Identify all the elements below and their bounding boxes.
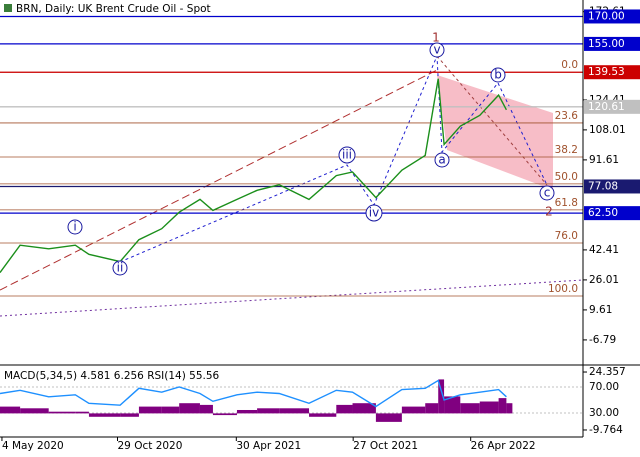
macd-bar [199, 404, 213, 414]
level-box [584, 179, 640, 194]
macd-bar [20, 408, 49, 414]
level-box [584, 9, 640, 24]
macd-bar [506, 403, 513, 414]
macd-bar [48, 411, 76, 414]
y-tick-label: 108.01 [589, 124, 626, 136]
level-label: 170.00 [588, 10, 625, 22]
y2-tick-label: 70.00 [589, 381, 619, 393]
wave-circle [434, 152, 450, 168]
fib-label: 0.0 [561, 59, 578, 71]
wave-labels: i ii iii iv v a b c 1 2 [67, 31, 555, 276]
x-tick-label: 30 Apr 2021 [236, 440, 301, 452]
macd-bar [460, 403, 480, 414]
macd-bar [0, 406, 21, 414]
level-box [584, 99, 640, 114]
macd-bar [352, 403, 376, 414]
macd-bar [75, 411, 89, 414]
level-label: 77.08 [588, 180, 618, 192]
fib-label: 38.2 [555, 144, 578, 156]
y-tick-label: 24.357 [589, 366, 626, 378]
y-tick-label: 26.01 [589, 274, 619, 286]
y-tick-label: 42.41 [589, 244, 619, 256]
wave-circle [365, 204, 383, 222]
macd-bar [401, 406, 426, 414]
wave-path [436, 55, 548, 186]
x-tick-label: 4 May 2020 [2, 440, 64, 452]
projections [0, 15, 584, 317]
wave-label: i [73, 220, 76, 234]
macd-bar [336, 404, 353, 414]
macd-bar [498, 398, 507, 414]
trend-line [0, 279, 584, 317]
y2-tick-label: 30.00 [589, 407, 619, 419]
fib-label: 23.6 [555, 110, 579, 122]
fib-label: 50.0 [555, 171, 578, 183]
wave-label: iv [369, 206, 379, 220]
wave-label: b [494, 68, 502, 82]
x-tick-label: 26 Apr 2022 [471, 440, 536, 452]
panel-title: MACD(5,34,5) 4.581 6.256 RSI(14) 55.56 [4, 370, 220, 382]
wave-label: v [433, 43, 440, 57]
macd-bar [425, 403, 439, 414]
x-tick-label: 27 Oct 2021 [353, 440, 418, 452]
macd-bar [138, 406, 162, 414]
fib-label: 76.0 [555, 230, 578, 242]
y-tick-label: 9.61 [589, 304, 612, 316]
macd-bar [161, 406, 180, 414]
macd-bar [279, 408, 310, 414]
level-box [584, 206, 640, 221]
macd-bar [257, 408, 280, 414]
wave-label: c [544, 186, 551, 200]
chart-title: BRN, Daily: UK Brent Crude Oil - Spot [16, 3, 211, 15]
macd-bar [88, 413, 121, 417]
y-tick-label: -6.79 [589, 334, 616, 346]
wave-circle [338, 146, 356, 164]
channel [437, 75, 553, 190]
level-label: 155.00 [588, 38, 625, 50]
price-line [0, 78, 508, 274]
icon [4, 4, 12, 12]
wave-circle [112, 260, 128, 276]
macd-bar [179, 403, 200, 414]
fib-label: 100.0 [548, 283, 578, 295]
wave-label: ii [117, 261, 124, 275]
level-box [584, 65, 640, 80]
x-tick-label: 29 Oct 2020 [118, 440, 183, 452]
trend-line [0, 69, 438, 291]
wave-circle [539, 185, 555, 201]
wave-label: 2 [545, 205, 553, 219]
level-label: 62.50 [588, 207, 618, 219]
level-label: 139.53 [588, 66, 625, 78]
macd-bar [375, 413, 402, 422]
wave-label: iii [342, 148, 352, 162]
wave-circle [67, 219, 83, 235]
fib-label: 61.8 [555, 197, 578, 209]
level-label: 120.61 [588, 101, 625, 113]
macd-bar [120, 413, 139, 417]
wave-circle [490, 67, 506, 83]
level-box [584, 36, 640, 51]
y-tick-label: 91.61 [589, 154, 619, 166]
macd-bar [236, 409, 258, 414]
macd-bar [438, 379, 445, 414]
rsi-line [0, 379, 507, 408]
wave-label: a [438, 153, 445, 167]
macd-bar [479, 401, 499, 414]
macd-bar [444, 396, 461, 414]
y-tick-label: -9.764 [589, 424, 623, 436]
wave-circle [429, 42, 445, 58]
macd-bar [309, 413, 337, 417]
macd-bar [212, 413, 237, 416]
wave-label: 1 [432, 31, 440, 45]
